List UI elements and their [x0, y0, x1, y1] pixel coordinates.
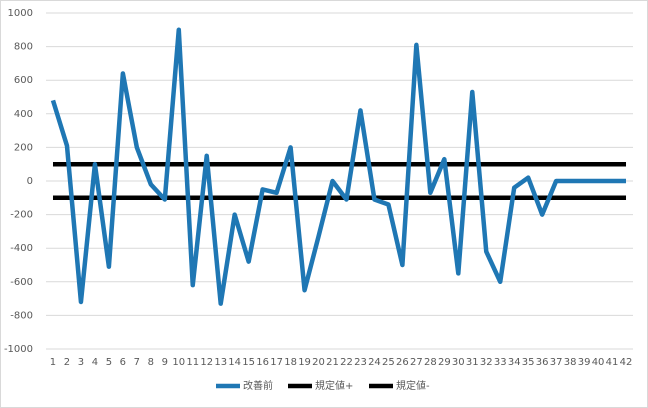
legend-label: 規定値+ [315, 379, 353, 392]
x-tick-label: 33 [494, 357, 507, 368]
x-tick-label: 27 [410, 357, 423, 368]
x-tick-label: 30 [452, 357, 465, 368]
x-tick-label: 1 [50, 357, 56, 368]
y-tick-label: 1000 [8, 8, 33, 19]
y-tick-label: -800 [10, 310, 33, 321]
x-tick-label: 4 [92, 357, 98, 368]
y-tick-label: 400 [14, 109, 33, 120]
x-tick-label: 9 [162, 357, 168, 368]
x-tick-label: 17 [270, 357, 283, 368]
x-tick-label: 39 [578, 357, 591, 368]
x-tick-label: 22 [340, 357, 353, 368]
x-tick-label: 28 [424, 357, 437, 368]
x-tick-label: 8 [148, 357, 154, 368]
x-tick-label: 42 [620, 357, 633, 368]
x-tick-label: 14 [228, 357, 241, 368]
y-tick-label: -600 [10, 277, 33, 288]
x-tick-label: 18 [284, 357, 297, 368]
y-tick-label: 200 [14, 142, 33, 153]
y-tick-label: 600 [14, 75, 33, 86]
y-tick-label: 0 [27, 176, 33, 187]
x-tick-label: 34 [508, 357, 521, 368]
x-tick-label: 16 [256, 357, 269, 368]
x-tick-label: 2 [64, 357, 70, 368]
y-tick-label: -200 [10, 210, 33, 221]
y-tick-label: -400 [10, 243, 33, 254]
x-tick-label: 3 [78, 357, 84, 368]
data-line [50, 27, 627, 306]
y-tick-label: -1000 [4, 344, 33, 355]
legend-label: 改善前 [243, 379, 273, 392]
x-tick-label: 12 [200, 357, 213, 368]
x-tick-label: 13 [214, 357, 227, 368]
x-tick-label: 31 [466, 357, 479, 368]
x-tick-label: 35 [522, 357, 535, 368]
x-tick-label: 19 [298, 357, 311, 368]
x-tick-label: 25 [382, 357, 395, 368]
x-tick-label: 36 [536, 357, 549, 368]
x-tick-label: 6 [120, 357, 126, 368]
x-tick-label: 40 [592, 357, 605, 368]
x-tick-label: 26 [396, 357, 409, 368]
x-tick-label: 38 [564, 357, 577, 368]
x-tick-label: 11 [186, 357, 199, 368]
x-tick-label: 37 [550, 357, 563, 368]
legend-label: 規定値- [396, 379, 430, 392]
x-tick-label: 5 [106, 357, 112, 368]
x-tick-label: 21 [326, 357, 339, 368]
x-tick-label: 23 [354, 357, 367, 368]
x-tick-label: 32 [480, 357, 493, 368]
x-tick-label: 29 [438, 357, 451, 368]
x-tick-label: 24 [368, 357, 381, 368]
x-tick-label: 10 [172, 357, 185, 368]
x-tick-label: 41 [606, 357, 619, 368]
x-tick-label: 7 [134, 357, 140, 368]
x-tick-label: 15 [242, 357, 255, 368]
y-tick-label: 800 [14, 42, 33, 53]
x-tick-label: 20 [312, 357, 325, 368]
